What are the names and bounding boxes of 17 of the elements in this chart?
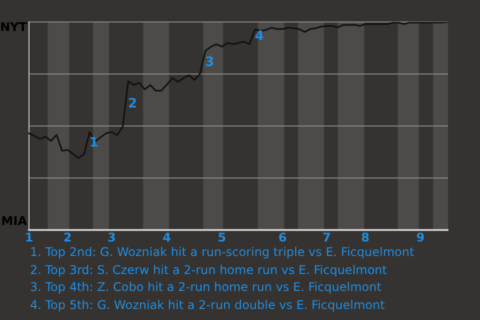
x-tick-label: 6 (278, 230, 287, 244)
x-tick-label: 9 (416, 230, 425, 244)
annotation: 4 (254, 29, 264, 44)
text: 2. Top 3rd: S. Czerw hit a 2-run home run vs E. Ficquelmont (30, 262, 388, 279)
x-tick-label: 3 (108, 230, 116, 244)
x-tick-label: 4 (162, 230, 172, 244)
text: 1. Top 2nd: G. Wozniak hit a run-scoring triple vs E. Ficquelmont (30, 244, 414, 261)
text: 4. Top 5th: G. Wozniak hit a 2-run double vs E. Ficquelmont (30, 296, 386, 314)
annotation: 1 (89, 136, 98, 151)
x-tick-label: 2 (63, 230, 72, 244)
annotation: 2 (128, 96, 138, 112)
text: 3. Top 4th: Z. Cobo hit a 2-run home run vs E. Ficquelmont (30, 279, 382, 296)
annotation: 3 (205, 54, 214, 70)
x-tick-label: 1 (24, 230, 34, 244)
x-tick-label: 5 (218, 230, 226, 244)
x-tick-label: 8 (361, 230, 370, 244)
x-tick-label: 7 (322, 230, 331, 244)
